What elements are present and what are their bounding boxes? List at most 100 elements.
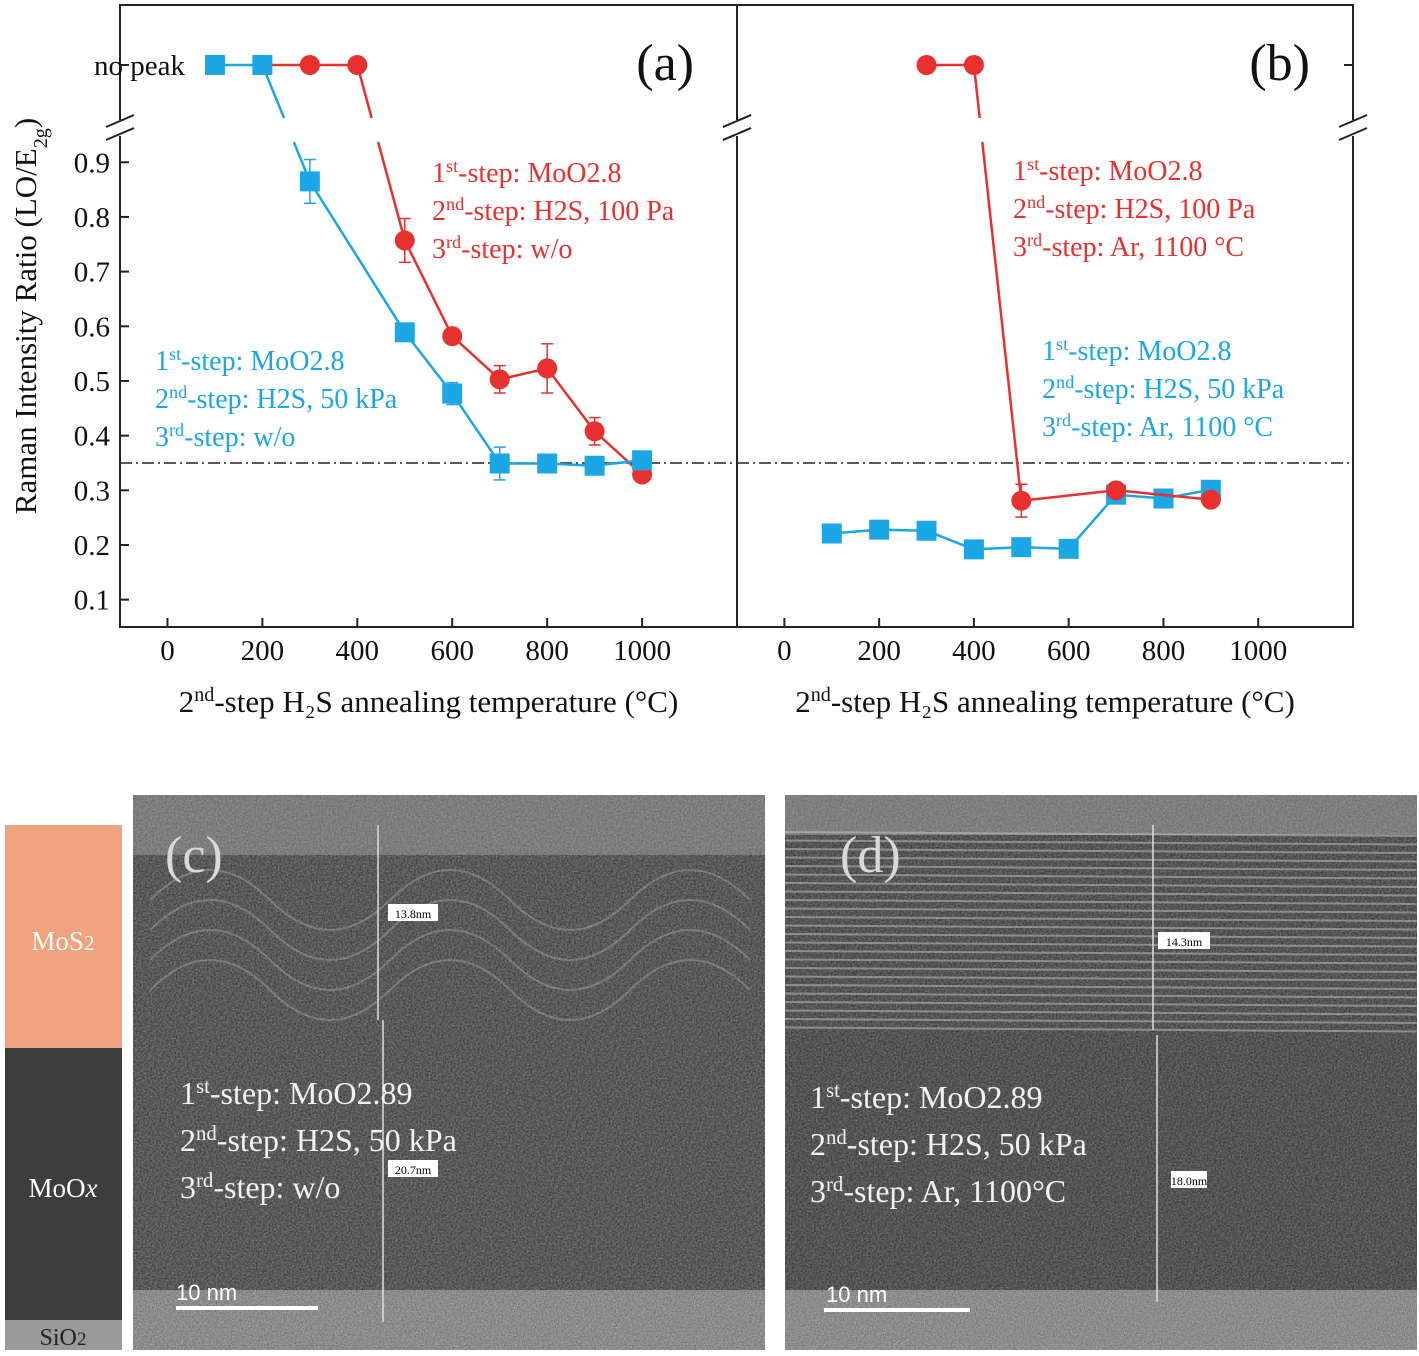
point xyxy=(489,453,510,474)
text-part: MoS xyxy=(31,926,84,956)
text-part: st xyxy=(1027,154,1039,174)
point xyxy=(347,55,368,75)
point xyxy=(537,358,558,379)
text-part: -step: w/o xyxy=(184,422,295,453)
point xyxy=(204,55,225,75)
text-part: 1 xyxy=(155,346,169,377)
text-part: 1 xyxy=(1013,156,1027,187)
text-part: -step: H2S, 50 kPa xyxy=(187,384,398,415)
moox-layer xyxy=(5,1048,122,1320)
point xyxy=(963,55,984,75)
text-part: rd xyxy=(1027,230,1042,250)
image-annotation: 1st-step: MoO2.89 xyxy=(180,1075,413,1112)
thickness-label: 20.7nm xyxy=(395,1163,432,1177)
x-axis-label: 2nd-step H₂S annealing temperature (°C) xyxy=(795,684,1295,719)
point xyxy=(1011,490,1032,511)
x-tick-label: 0 xyxy=(777,635,792,667)
annotation: 2nd-step: H2S, 50 kPa xyxy=(1042,372,1285,405)
x-tick-label: 600 xyxy=(1047,635,1091,667)
point xyxy=(1200,489,1221,510)
layer-label: SiO2 xyxy=(40,1325,87,1351)
x-tick-label: 400 xyxy=(336,635,380,667)
text-part: 2 xyxy=(155,384,169,415)
text-part: 2 xyxy=(77,1329,87,1350)
point xyxy=(442,383,463,404)
image-label: (d) xyxy=(840,827,901,884)
point xyxy=(394,322,415,343)
image-annotation: 1st-step: MoO2.89 xyxy=(810,1079,1043,1116)
image-annotation: 2nd-step: H2S, 50 kPa xyxy=(810,1126,1087,1163)
annotation: 1st-step: MoO2.8 xyxy=(1013,154,1202,187)
text-part: nd xyxy=(446,194,464,214)
annotation: 1st-step: MoO2.8 xyxy=(432,156,621,189)
x-axis-label: 2nd-step H₂S annealing temperature (°C) xyxy=(179,684,679,719)
scale-bar-label: 10 nm xyxy=(176,1280,237,1305)
text-part: 2 xyxy=(795,684,811,719)
point xyxy=(821,523,842,544)
y-tick-label: 0.6 xyxy=(74,311,110,343)
axis-break-gap xyxy=(734,120,740,136)
text-part: x xyxy=(85,1173,98,1203)
text-part: -step H₂S annealing temperature (°C) xyxy=(831,684,1295,719)
text-part: 2 xyxy=(810,1126,826,1162)
panel-label: (b) xyxy=(1249,35,1310,92)
tem-image-d xyxy=(784,795,1418,1350)
text-part: ) xyxy=(8,118,43,128)
axis-break xyxy=(722,114,752,128)
series-line xyxy=(403,239,643,476)
point xyxy=(394,230,415,251)
annotation: 3rd-step: Ar, 1100 °C xyxy=(1042,410,1273,443)
axis-break xyxy=(722,127,752,141)
text-part: 2g xyxy=(30,128,52,148)
text-part: -step: Ar, 1100 °C xyxy=(1042,232,1244,263)
point xyxy=(252,55,273,75)
text-part: -step: MoO2.89 xyxy=(840,1079,1043,1115)
text-part: -step: H2S, 100 Pa xyxy=(1045,194,1256,225)
text-part: SiO xyxy=(40,1325,77,1351)
point xyxy=(869,519,890,540)
annotation: 3rd-step: Ar, 1100 °C xyxy=(1013,230,1244,263)
text-part: -step: H2S, 100 Pa xyxy=(464,196,675,227)
panel-label: (a) xyxy=(636,35,694,92)
mos2-layer xyxy=(5,825,122,1048)
image-annotation: 3rd-step: Ar, 1100°C xyxy=(810,1173,1066,1210)
y-tick-label: 0.1 xyxy=(74,585,110,617)
text-part: 2 xyxy=(1042,374,1056,405)
thickness-label: 13.8nm xyxy=(395,907,432,921)
text-part: 3 xyxy=(810,1173,826,1209)
text-part: nd xyxy=(169,382,187,402)
text-part: rd xyxy=(826,1173,844,1196)
x-tick-label: 800 xyxy=(525,635,569,667)
y-tick-label: 0.7 xyxy=(74,257,110,289)
text-part: -step: w/o xyxy=(461,234,572,265)
sio2-layer xyxy=(5,1320,122,1350)
y-tick-label: 0.8 xyxy=(74,202,110,234)
axis-break xyxy=(1338,127,1368,141)
axis-break-gap xyxy=(117,120,123,136)
text-part: rd xyxy=(196,1169,214,1192)
text-part: st xyxy=(1056,334,1068,354)
annotation: 2nd-step: H2S, 100 Pa xyxy=(1013,192,1256,225)
text-part: -step: w/o xyxy=(213,1169,340,1205)
point xyxy=(299,55,320,75)
layer-label: MoS2 xyxy=(31,926,94,956)
y-tick-label: 0.2 xyxy=(74,530,110,562)
image-label: (c) xyxy=(165,827,223,884)
point xyxy=(963,539,984,560)
text-part: st xyxy=(169,344,181,364)
text-part: -step: H2S, 50 kPa xyxy=(217,1122,457,1158)
annotation: 2nd-step: H2S, 50 kPa xyxy=(155,382,398,415)
point xyxy=(1153,488,1174,509)
plot-frame xyxy=(119,4,738,628)
text-part: rd xyxy=(446,232,461,252)
point xyxy=(584,421,605,442)
connector xyxy=(376,141,406,241)
x-tick-label: 200 xyxy=(241,635,285,667)
text-part: -step: MoO2.8 xyxy=(1039,156,1202,187)
image-annotation: 2nd-step: H2S, 50 kPa xyxy=(180,1122,457,1159)
text-part: 3 xyxy=(1013,232,1027,263)
scale-bar-label: 10 nm xyxy=(826,1282,887,1307)
y-tick-label: 0.4 xyxy=(74,421,111,453)
text-part: rd xyxy=(1056,410,1071,430)
text-part: -step: Ar, 1100 °C xyxy=(1071,412,1273,443)
